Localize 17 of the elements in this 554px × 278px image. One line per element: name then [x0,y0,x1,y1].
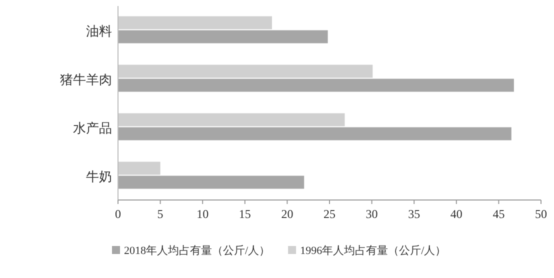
x-tick-label: 40 [450,207,462,221]
x-tick-label: 35 [408,207,420,221]
x-tick-label: 20 [281,207,294,221]
x-tick-label: 30 [366,207,378,221]
x-tick-label: 45 [492,207,505,221]
y-tick-label: 油料 [86,23,112,38]
x-tick-label: 0 [115,207,121,221]
y-tick-label: 猪牛羊肉 [60,72,112,87]
x-tick-label: 15 [238,207,251,221]
x-tick-label: 25 [324,207,336,221]
x-tick-label: 50 [535,207,547,221]
legend-label: 1996年人均占有量（公斤/人） [300,244,446,257]
y-tick-label: 牛奶 [86,168,112,184]
x-tick-label: 10 [196,207,209,221]
y-tick-label: 水产品 [73,120,112,136]
legend-label: 2018年人均占有量（公斤/人） [124,244,270,257]
x-tick-label: 5 [157,207,164,221]
